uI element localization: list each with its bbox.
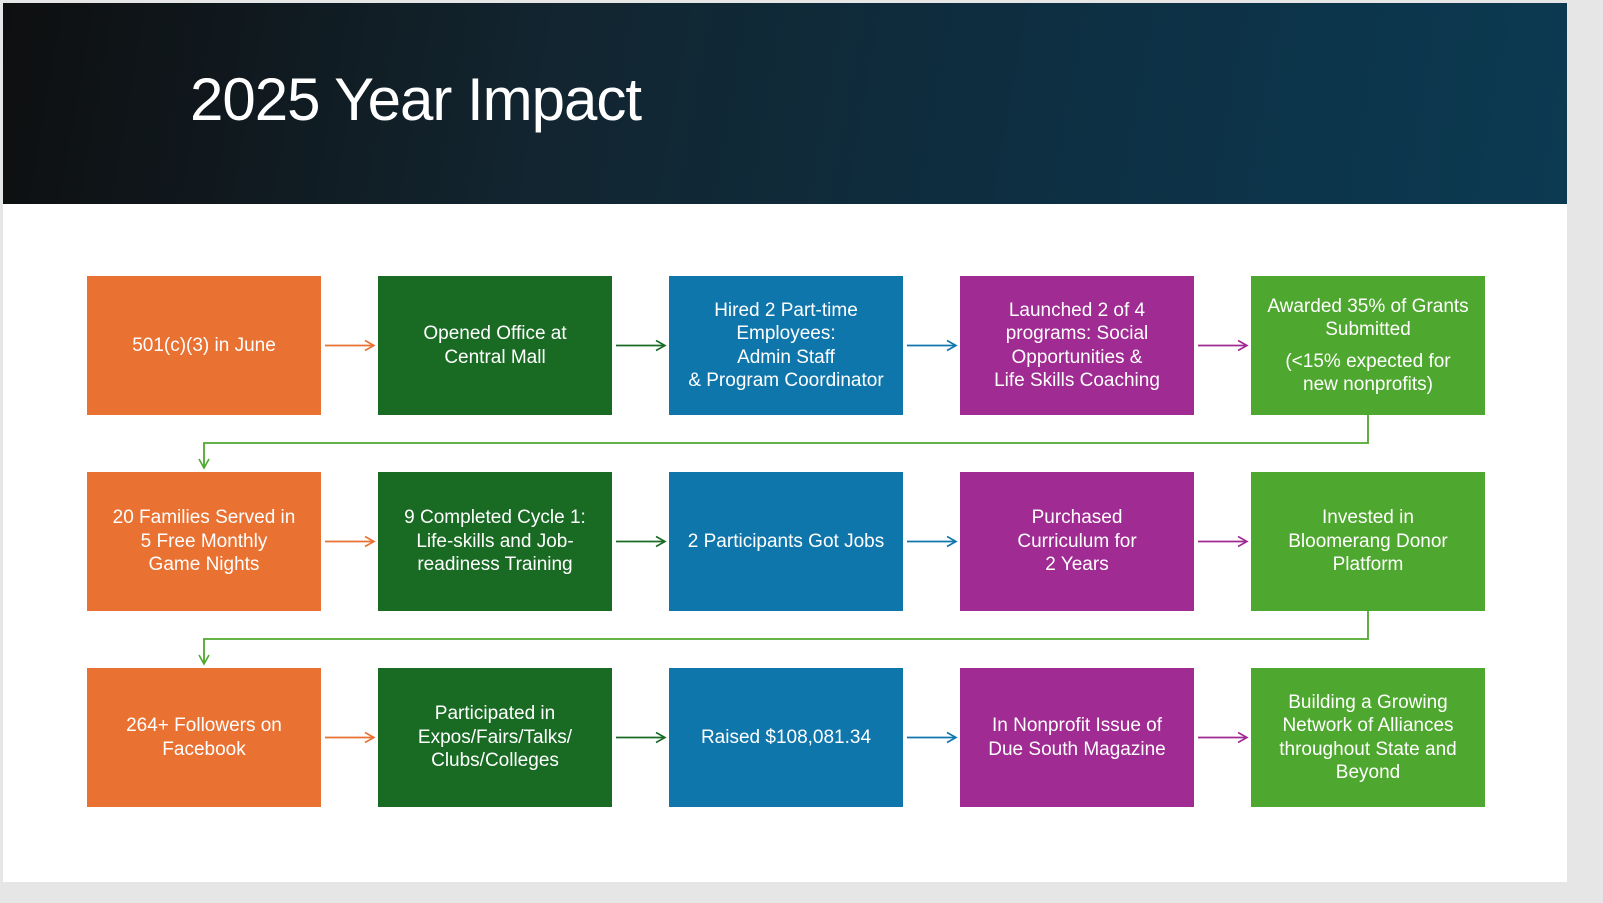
impact-box-content: Raised $108,081.34 — [701, 726, 871, 750]
impact-text: Opened Office at Central Mall — [423, 323, 567, 368]
impact-text: Purchased Curriculum for 2 Years — [1017, 507, 1137, 576]
impact-box-content: Purchased Curriculum for 2 Years — [1017, 506, 1136, 577]
impact-box: In Nonprofit Issue of Due South Magazine — [960, 668, 1194, 807]
impact-text: Participated in Expos/Fairs/Talks/ Clubs… — [417, 703, 573, 772]
impact-text: Raised $108,081.34 — [700, 726, 872, 748]
impact-box: 501(c)(3) in June — [87, 276, 321, 415]
impact-text: 2 Participants Got Jobs — [687, 530, 885, 552]
impact-box-content: 20 Families Served in 5 Free Monthly Gam… — [113, 506, 296, 577]
impact-box-content: 9 Completed Cycle 1: Life-skills and Job… — [404, 506, 586, 577]
impact-box: Launched 2 of 4 programs: Social Opportu… — [960, 276, 1194, 415]
impact-box: Invested in Bloomerang Donor Platform — [1251, 472, 1485, 611]
impact-text: 501(c)(3) in June — [132, 334, 276, 356]
impact-box: Building a Growing Network of Alliances … — [1251, 668, 1485, 807]
row-wrap-connector — [198, 611, 1369, 666]
impact-box-content: Participated in Expos/Fairs/Talks/ Clubs… — [418, 702, 572, 773]
impact-box: 9 Completed Cycle 1: Life-skills and Job… — [378, 472, 612, 611]
impact-text: Awarded 35% of Grants Submitted — [1267, 295, 1469, 341]
impact-box-content: Launched 2 of 4 programs: Social Opportu… — [994, 299, 1160, 393]
impact-text: In Nonprofit Issue of Due South Magazine — [988, 715, 1166, 760]
impact-text: 9 Completed Cycle 1: Life-skills and Job… — [404, 507, 586, 576]
slide-title: 2025 Year Impact — [190, 66, 642, 133]
impact-box-content: Awarded 35% of Grants Submitted (<15% exp… — [1267, 295, 1468, 397]
impact-box-content: Opened Office at Central Mall — [423, 322, 566, 369]
impact-note: (<15% expected for new nonprofits) — [1285, 350, 1451, 396]
impact-text: Hired 2 Part-time Employees: Admin Staff… — [688, 299, 884, 392]
impact-box: Participated in Expos/Fairs/Talks/ Clubs… — [378, 668, 612, 807]
impact-text: Invested in Bloomerang Donor Platform — [1288, 507, 1448, 576]
impact-box: Purchased Curriculum for 2 Years — [960, 472, 1194, 611]
header-banner: 2025 Year Impact — [3, 3, 1567, 204]
impact-box: Hired 2 Part-time Employees: Admin Staff… — [669, 276, 903, 415]
impact-text: 264+ Followers on Facebook — [126, 715, 282, 760]
impact-text: 20 Families Served in 5 Free Monthly Gam… — [112, 507, 296, 576]
impact-box-content: Invested in Bloomerang Donor Platform — [1288, 506, 1447, 577]
impact-box: Awarded 35% of Grants Submitted (<15% exp… — [1251, 276, 1485, 415]
impact-box-content: 2 Participants Got Jobs — [688, 530, 884, 554]
row-wrap-connector — [198, 415, 1369, 470]
impact-box: Raised $108,081.34 — [669, 668, 903, 807]
impact-box-content: Building a Growing Network of Alliances … — [1279, 691, 1456, 785]
impact-text: Launched 2 of 4 programs: Social Opportu… — [994, 299, 1160, 392]
impact-box-content: In Nonprofit Issue of Due South Magazine — [988, 714, 1165, 761]
impact-box-content: 501(c)(3) in June — [132, 334, 276, 358]
impact-box: 2 Participants Got Jobs — [669, 472, 903, 611]
slide: 2025 Year Impact 501(c)(3) in June Opened… — [3, 3, 1567, 882]
impact-text: Building a Growing Network of Alliances … — [1279, 691, 1457, 784]
impact-box: Opened Office at Central Mall — [378, 276, 612, 415]
impact-box-content: Hired 2 Part-time Employees: Admin Staff… — [688, 299, 883, 393]
impact-box: 20 Families Served in 5 Free Monthly Gam… — [87, 472, 321, 611]
impact-box: 264+ Followers on Facebook — [87, 668, 321, 807]
impact-box-content: 264+ Followers on Facebook — [126, 714, 282, 761]
